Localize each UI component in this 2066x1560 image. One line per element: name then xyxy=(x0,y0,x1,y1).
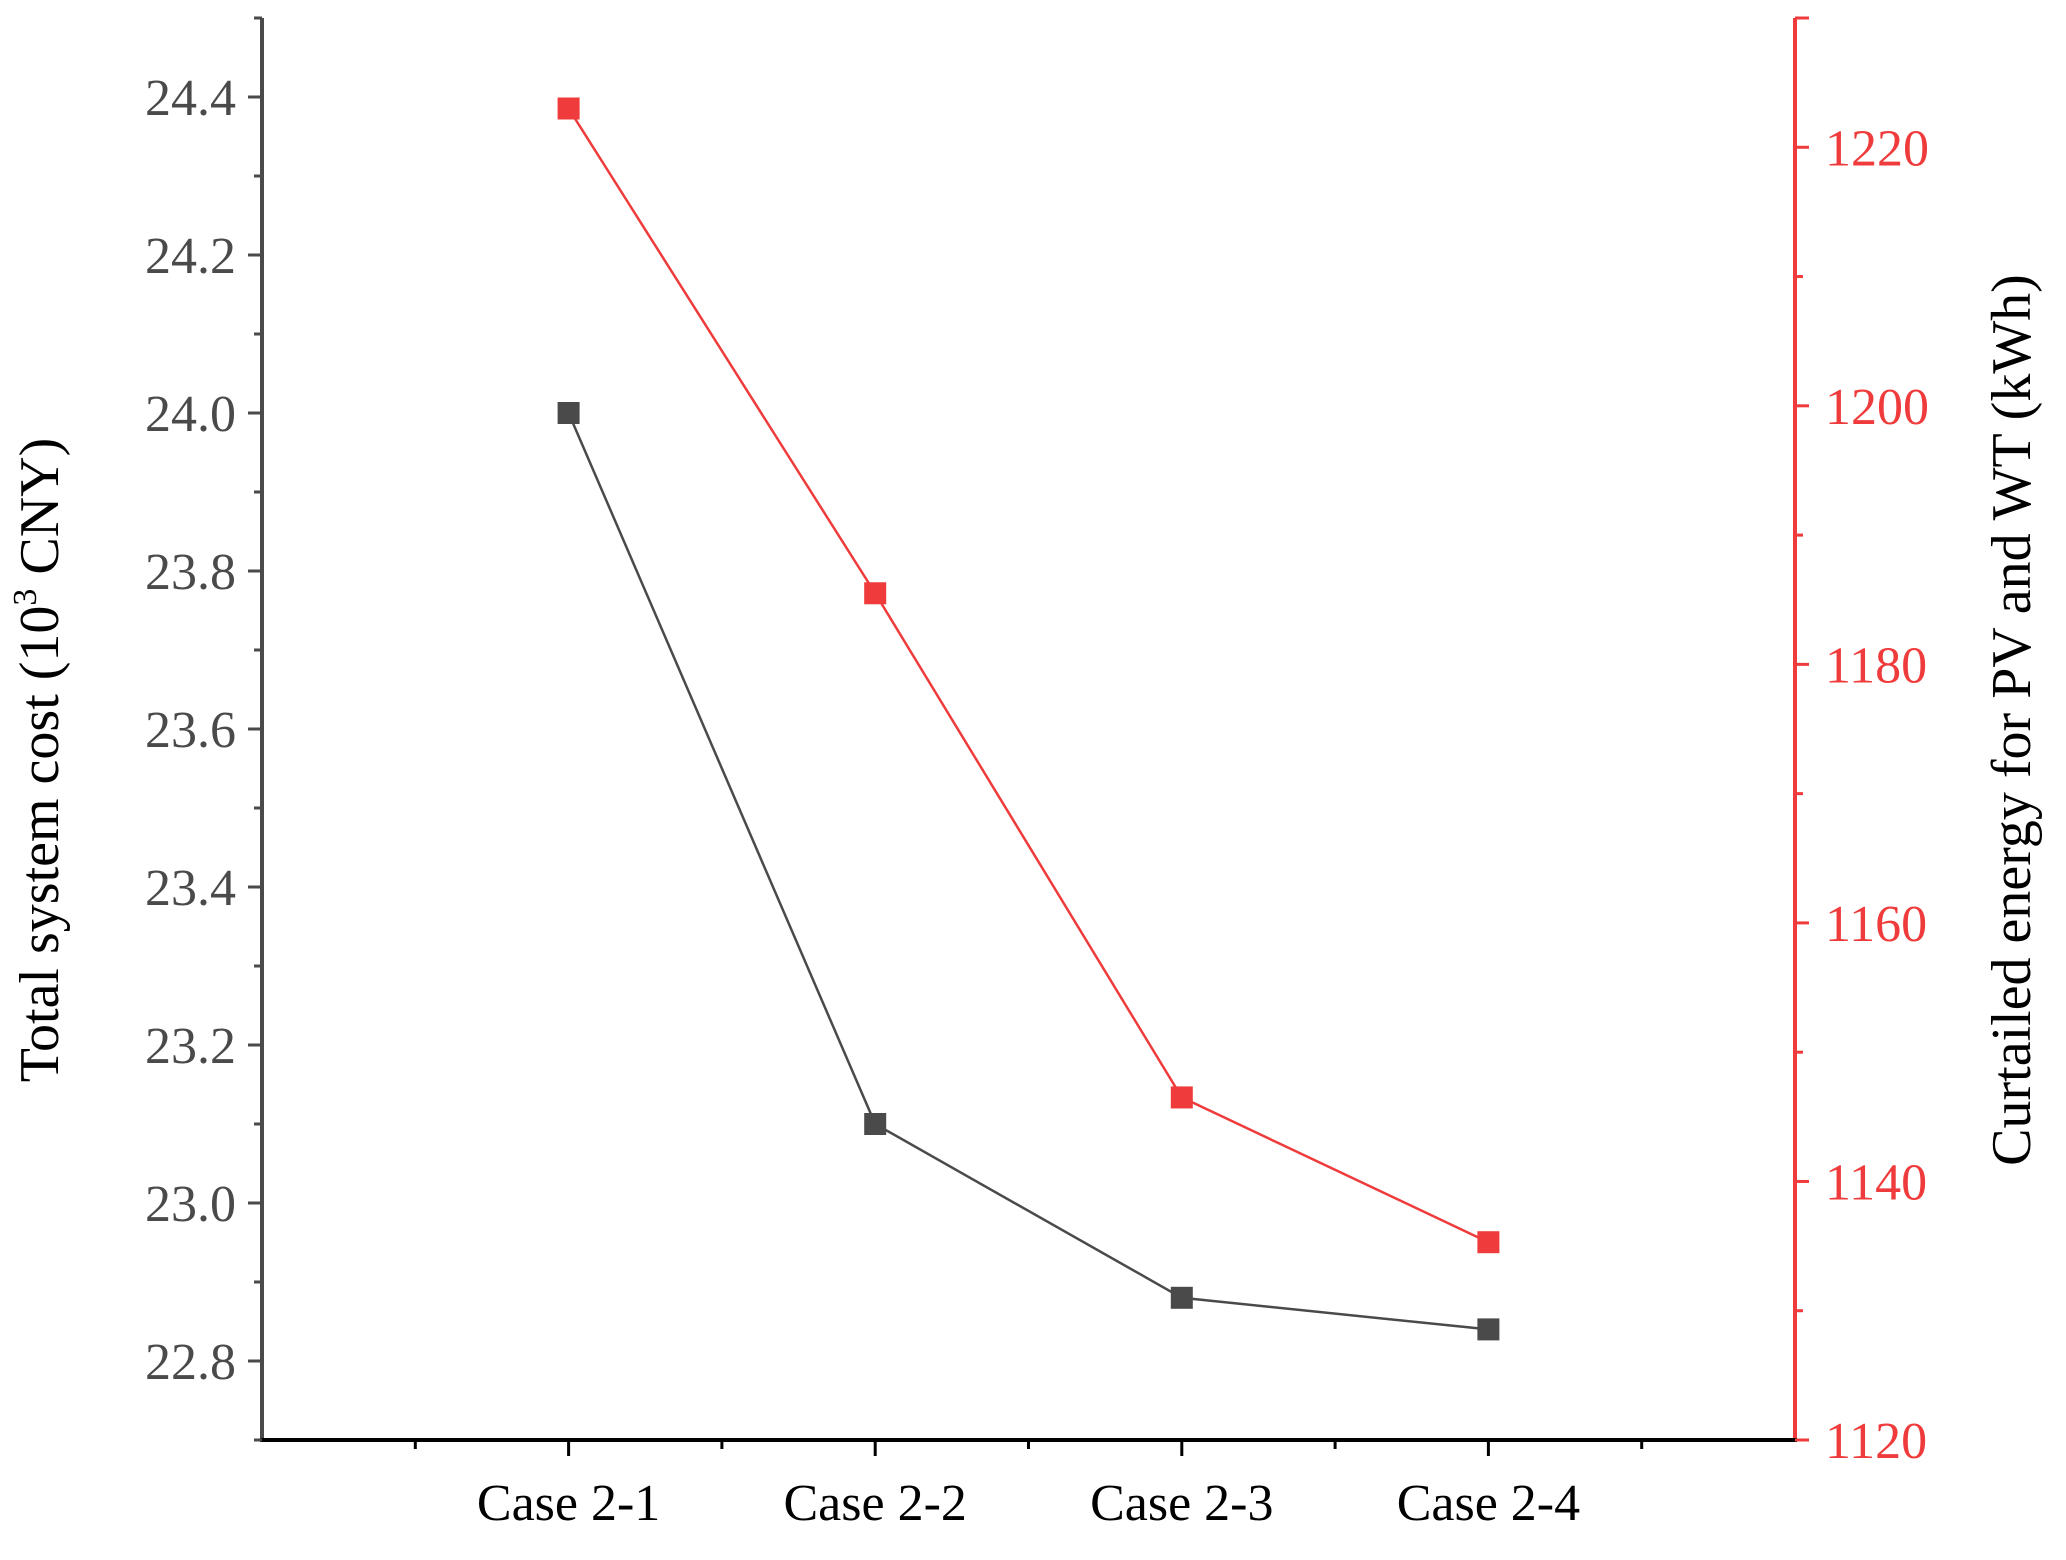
left-axis-title-end: CNY) xyxy=(9,438,71,589)
x-tick-label: Case 2-1 xyxy=(477,1475,660,1532)
right-tick-label: 1180 xyxy=(1825,637,1927,694)
x-tick-label: Case 2-3 xyxy=(1090,1475,1273,1532)
axes: 22.8 23.0 23.2 23.4 23.6 23.8 24.0 24.2 24.4 1120… xyxy=(145,16,1929,1532)
left-tick-label: 23.8 xyxy=(145,544,236,601)
left-tick-label: 23.2 xyxy=(145,1018,236,1075)
cost-series-line xyxy=(567,412,1489,1331)
left-tick-label: 24.2 xyxy=(145,228,236,285)
left-axis-title-main: Total system cost (10 xyxy=(9,606,71,1083)
curtailment-point-marker xyxy=(1477,1231,1500,1254)
right-tick-label: 1220 xyxy=(1825,120,1929,177)
right-axis-title: Curtailed energy for PV and WT (kWh) xyxy=(1981,274,2043,1166)
left-tick-label: 23.6 xyxy=(145,702,236,759)
x-tick-label: Case 2-2 xyxy=(783,1475,966,1532)
left-tick-label: 23.4 xyxy=(145,860,236,917)
curtailment-point-marker xyxy=(557,97,580,120)
right-tick-label: 1120 xyxy=(1825,1413,1927,1470)
right-tick-label: 1200 xyxy=(1825,379,1929,436)
cost-point-marker xyxy=(557,402,580,424)
labels-layer: Total system cost (103 CNY) Curtailed en… xyxy=(7,274,2043,1166)
cost-point-marker xyxy=(864,1113,887,1135)
curtailment-point-marker xyxy=(864,582,887,605)
x-tick-label: Case 2-4 xyxy=(1397,1475,1580,1532)
cost-point-marker xyxy=(1477,1318,1500,1341)
left-tick-label: 22.8 xyxy=(145,1334,236,1391)
curtailment-series-line xyxy=(567,107,1489,1244)
left-tick-label: 23.0 xyxy=(145,1176,236,1233)
right-tick-label: 1160 xyxy=(1825,896,1927,953)
left-tick-label: 24.0 xyxy=(145,386,236,443)
curtailment-point-marker xyxy=(1170,1086,1193,1109)
left-tick-label: 24.4 xyxy=(145,70,236,127)
cost-point-marker xyxy=(1170,1286,1193,1309)
left-axis-title: Total system cost (103 CNY) xyxy=(7,438,71,1083)
right-tick-label: 1140 xyxy=(1825,1154,1927,1211)
left-axis-title-superscript: 3 xyxy=(7,589,44,606)
series-layer xyxy=(557,97,1500,1341)
